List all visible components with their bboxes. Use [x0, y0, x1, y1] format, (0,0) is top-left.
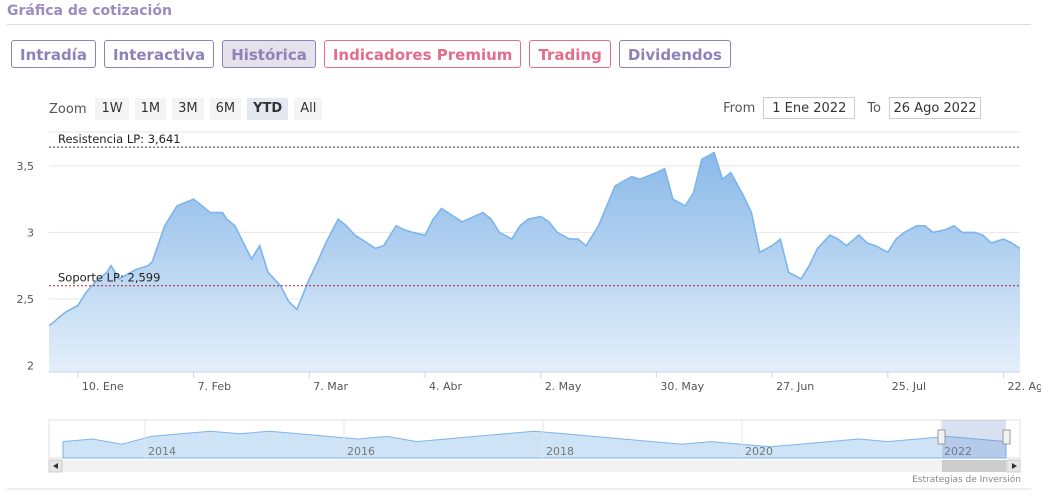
range-to-label: To — [867, 100, 881, 116]
zoom-all-button[interactable]: All — [294, 98, 323, 120]
x-tick-label: 7. Feb — [198, 380, 231, 393]
scrollbar-thumb — [942, 460, 1006, 472]
date-range: From 1 Ene 2022 To 26 Ago 2022 — [723, 97, 981, 119]
range-to-input[interactable]: 26 Ago 2022 — [889, 97, 981, 119]
range-from-label: From — [723, 100, 756, 116]
chart-credit[interactable]: Estrategias de Inversión — [912, 475, 1021, 485]
x-tick-label: 7. Mar — [313, 380, 348, 393]
navigator-year-label: 2014 — [148, 445, 176, 458]
zoom-3m-button[interactable]: 3M — [172, 98, 204, 120]
navigator-handle-right — [1002, 429, 1011, 445]
x-tick-label: 10. Ene — [82, 380, 124, 393]
chart-tabs: Intradía Interactiva Histórica Indicador… — [11, 40, 731, 68]
scroll-left-arrow-icon — [53, 463, 58, 469]
header-divider — [7, 24, 1031, 25]
x-tick-label: 4. Abr — [429, 380, 462, 393]
tab-dividendos[interactable]: Dividendos — [618, 40, 731, 68]
zoom-ytd-button[interactable]: YTD — [247, 98, 289, 120]
range-from-input[interactable]: 1 Ene 2022 — [763, 97, 856, 119]
tab-trading[interactable]: Trading — [529, 40, 611, 68]
y-tick-label: 2 — [27, 359, 34, 372]
chart-header-title: Gráfica de cotización — [7, 3, 172, 19]
resistance-label: Resistencia LP: 3,641 — [58, 132, 181, 146]
navigator-year-label: 2018 — [546, 445, 574, 458]
tab-interactiva[interactable]: Interactiva — [103, 40, 215, 68]
scrollbar-track — [49, 460, 1020, 472]
scroll-right-arrow-icon — [1012, 463, 1017, 469]
zoom-selector: Zoom 1W 1M 3M 6M YTD All — [49, 98, 323, 120]
tab-historica[interactable]: Histórica — [222, 40, 316, 68]
x-tick-label: 2. May — [545, 380, 582, 393]
x-tick-label: 30. May — [660, 380, 704, 393]
navigator-year-label: 2016 — [347, 445, 375, 458]
navigator-year-label: 2022 — [944, 445, 972, 458]
series-area — [49, 152, 1020, 372]
x-tick-label: 22. Ago — [1007, 380, 1041, 393]
x-tick-label: 27. Jun — [776, 380, 814, 393]
series-line — [48, 151, 1021, 327]
tab-intradia[interactable]: Intradía — [11, 40, 96, 68]
zoom-1m-button[interactable]: 1M — [134, 98, 167, 120]
y-tick-label: 2,5 — [17, 293, 35, 306]
tab-indicadores-premium[interactable]: Indicadores Premium — [323, 40, 522, 68]
zoom-6m-button[interactable]: 6M — [209, 98, 242, 120]
y-tick-label: 3,5 — [17, 160, 35, 173]
x-tick-label: 25. Jul — [892, 380, 926, 393]
navigator-selection — [942, 420, 1006, 458]
zoom-label: Zoom — [49, 101, 87, 117]
y-tick-label: 3 — [27, 226, 34, 239]
navigator-year-label: 2020 — [745, 445, 773, 458]
zoom-1w-button[interactable]: 1W — [95, 98, 129, 120]
navigator-series — [62, 430, 1007, 459]
support-label: Soporte LP: 2,599 — [58, 271, 160, 285]
navigator-handle-left — [937, 429, 946, 445]
